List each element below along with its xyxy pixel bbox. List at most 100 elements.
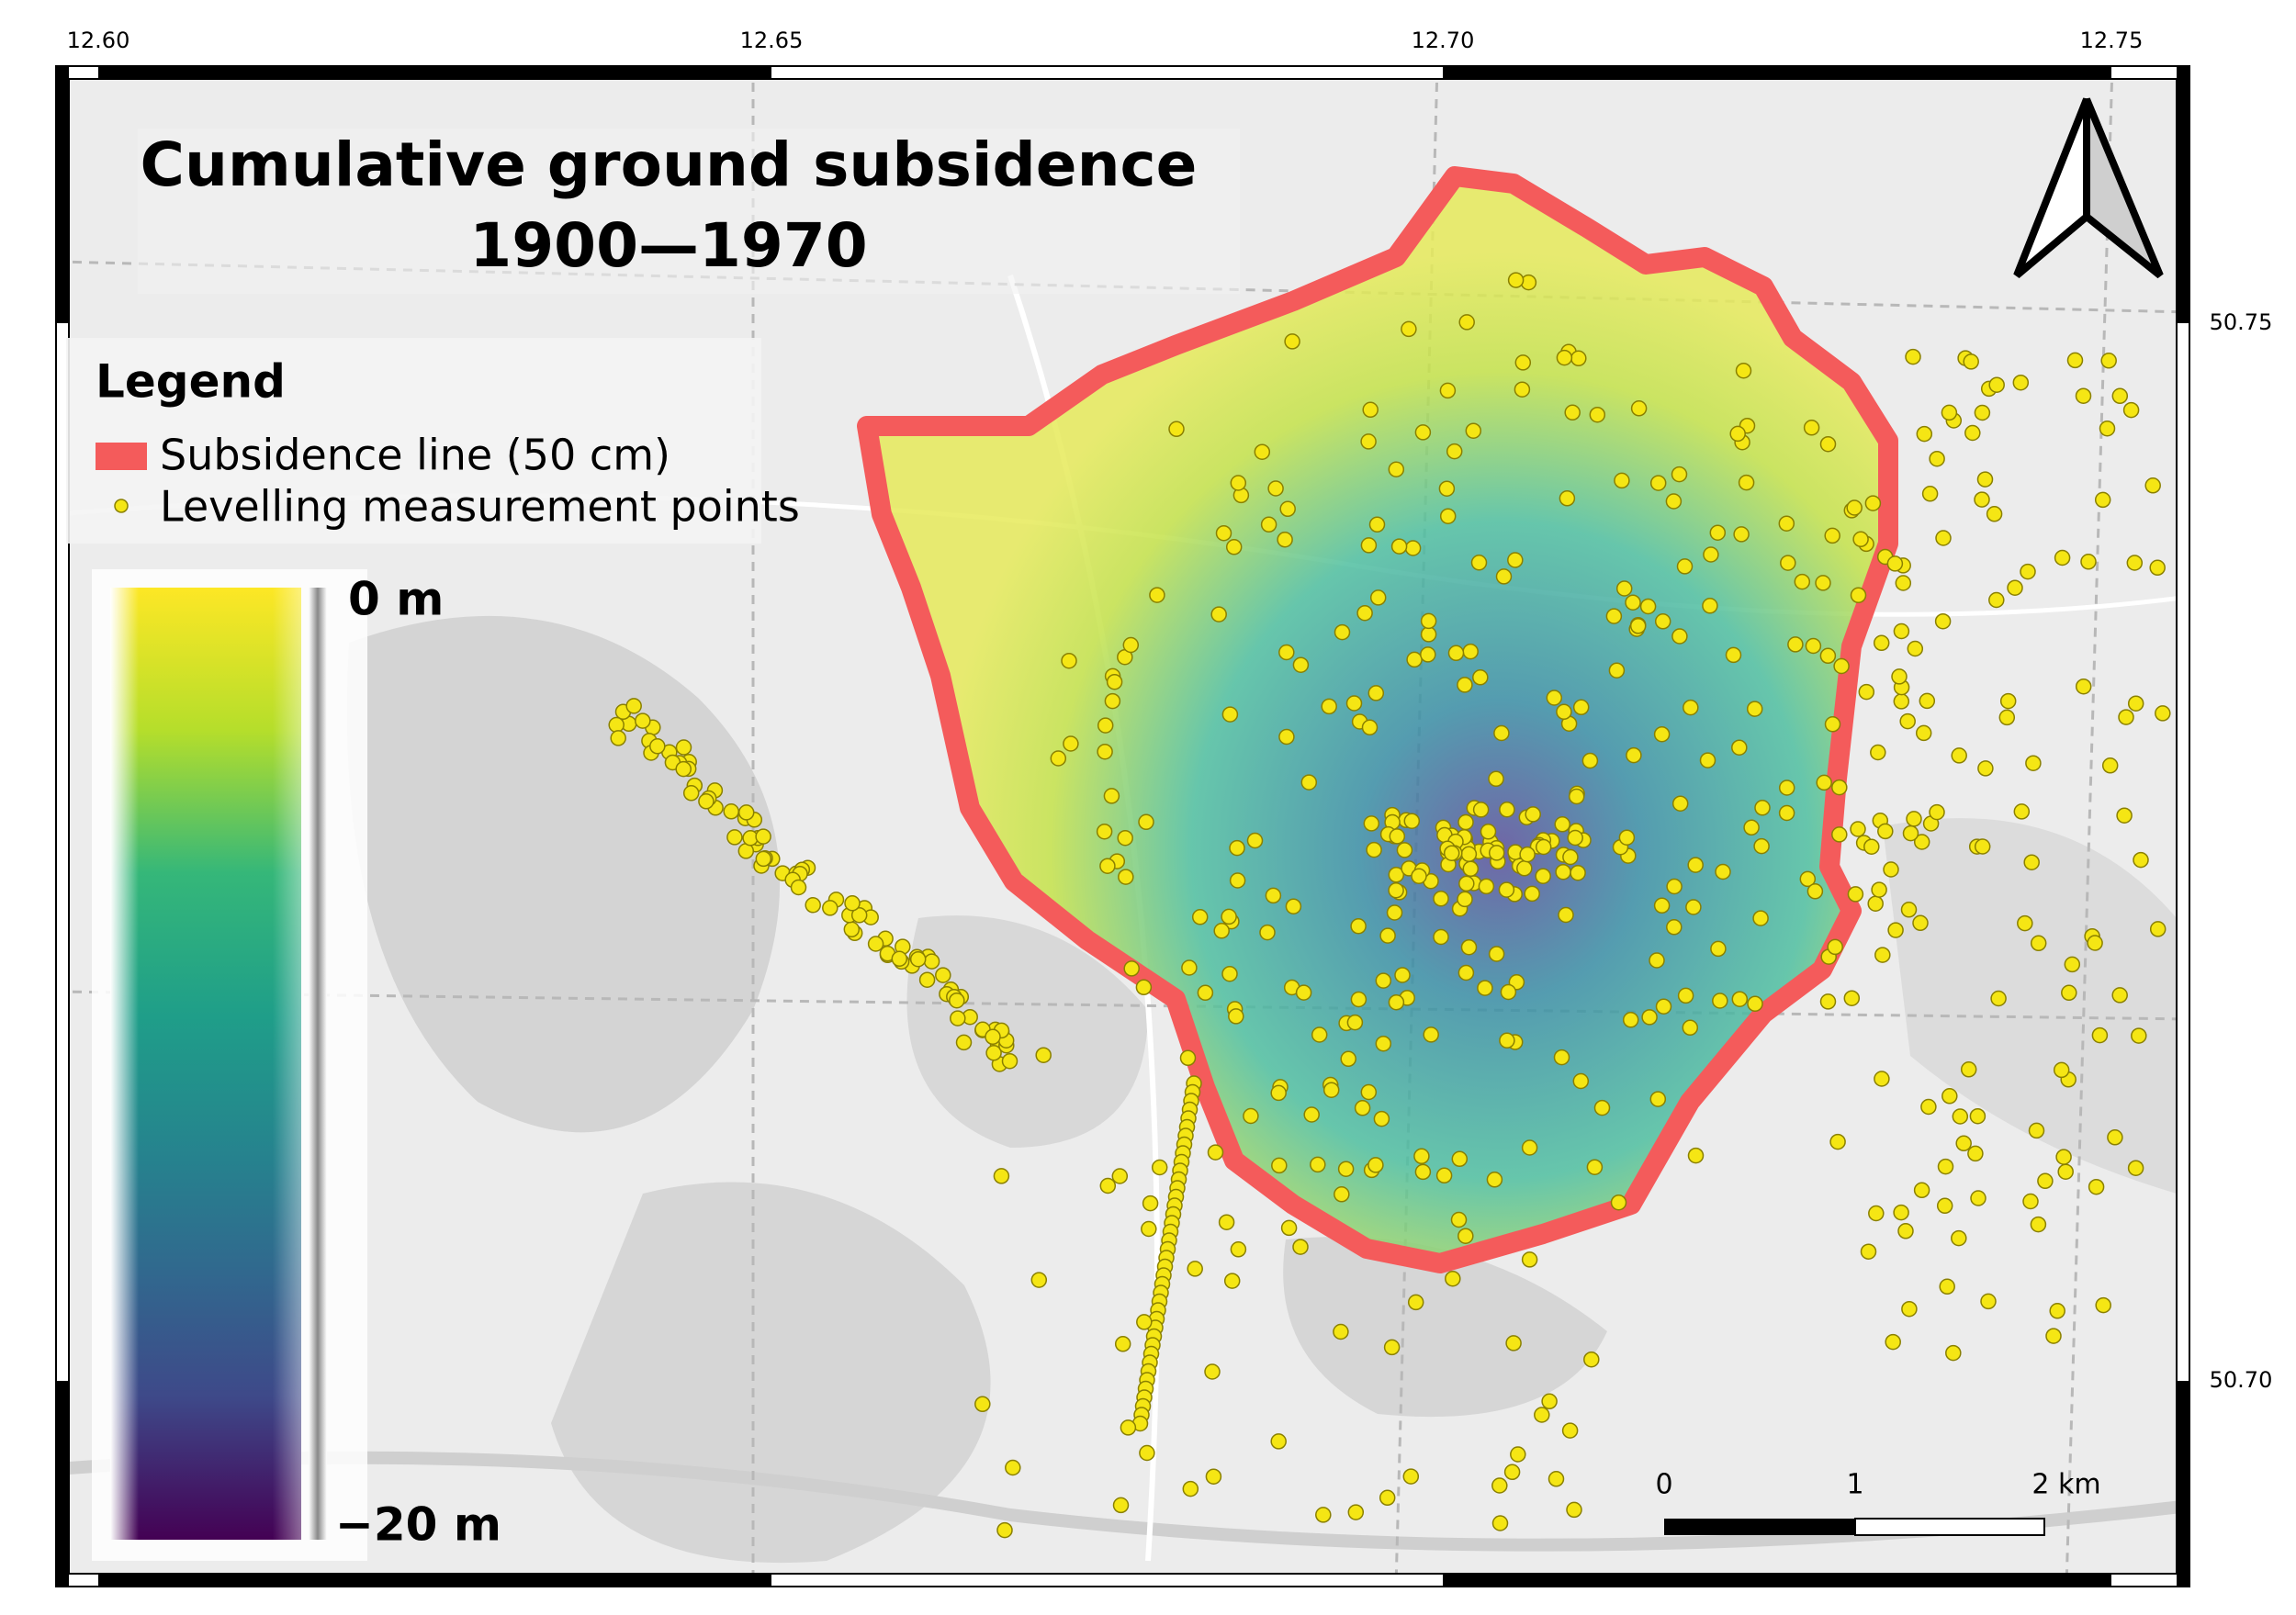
measurement-point [1179,1049,1197,1067]
measurement-point [1369,589,1387,606]
measurement-point [985,1028,1001,1046]
measurement-point [1746,701,1763,717]
measurement-point [1221,965,1238,982]
measurement-point [1460,846,1478,863]
measurement-point [1974,491,1990,508]
measurement-point [1311,1026,1328,1043]
measurement-point [1367,685,1385,701]
measurement-point [1118,869,1134,885]
measurement-point [2118,709,2134,725]
measurement-point [1525,806,1541,823]
measurement-point [1564,404,1581,421]
measurement-point [1702,598,1718,614]
measurement-point [1974,404,1991,421]
measurement-point [2101,757,2119,774]
measurement-point [723,803,739,820]
measurement-point [1390,538,1408,555]
measurement-point [1824,716,1841,733]
measurement-point [1677,987,1694,1004]
measurement-point [2155,705,2171,722]
measurement-point [1477,980,1493,996]
measurement-point [1277,531,1293,548]
measurement-point [1548,1471,1565,1487]
measurement-point [1315,1507,1332,1523]
measurement-point [1852,531,1869,548]
measurement-point [1885,1333,1901,1351]
measurement-point [1937,1158,1954,1175]
measurement-point [2116,807,2133,824]
measurement-point [608,716,625,734]
measurement-point [1735,362,1752,379]
measurement-point [1710,940,1727,958]
frame-segment [98,1574,771,1587]
measurement-point [2087,935,2103,951]
map-frame [55,65,2190,1587]
measurement-point [1337,1161,1355,1177]
measurement-point [1581,752,1599,769]
measurement-point [1847,886,1864,903]
measurement-point [1360,537,1378,554]
measurement-point [1534,1407,1550,1423]
measurement-point [1653,897,1671,914]
measurement-point [1902,824,1919,842]
measurement-point [1803,420,1820,436]
measurement-point [1001,1052,1019,1070]
measurement-point [1420,612,1437,630]
measurement-point [1731,991,1749,1007]
measurement-point [1951,1229,1967,1247]
measurement-point [2126,555,2144,571]
measurement-point [1445,1270,1461,1287]
measurement-point [2061,984,2077,1002]
measurement-point [1671,465,1688,483]
measurement-point [1970,1190,1986,1206]
measurement-point [1886,555,1904,572]
measurement-point [1514,381,1531,398]
measurement-point [2133,851,2149,869]
measurement-point [1893,693,1910,710]
measurement-point [1413,1148,1430,1165]
measurement-point [1895,575,1912,591]
measurement-point [1974,838,1991,855]
measurement-point [1321,698,1337,715]
measurement-point [1915,724,1932,742]
measurement-point [1457,891,1473,908]
measurement-point [1671,795,1689,812]
measurement-point [1403,813,1421,829]
measurement-point [1778,515,1795,532]
measurement-point [2017,914,2033,932]
measurement-point [755,850,772,868]
measurement-point [1191,909,1209,925]
measurement-point [1867,895,1884,912]
measurement-point [1439,508,1457,524]
measurement-point [1050,750,1067,767]
measurement-point [1271,1157,1288,1174]
measurement-point [1361,719,1379,736]
measurement-point [1136,1314,1153,1330]
measurement-point [1626,746,1642,764]
measurement-point [1433,928,1449,946]
measurement-point [1805,637,1822,655]
measurement-point [1284,333,1300,350]
measurement-point [1458,964,1475,981]
measurement-point [1207,1144,1224,1161]
measurement-point [974,1396,991,1413]
measurement-point [1629,618,1647,634]
measurement-point [1754,800,1771,816]
measurement-point [2054,549,2071,566]
measurement-point [1205,1468,1222,1485]
measurement-point [1570,350,1587,367]
measurement-point [1816,774,1832,791]
measurement-point [1618,829,1636,846]
measurement-point [1388,461,1405,477]
measurement-point [1278,728,1295,746]
colorbar-label: −20 m [335,1498,501,1552]
measurement-point [1899,712,1916,730]
measurement-point [2053,1061,2070,1079]
measurement-point [1715,863,1731,880]
measurement-point [1366,841,1382,858]
measurement-point [1831,826,1848,843]
frame-segment [56,66,69,323]
measurement-point [1368,516,1386,533]
measurement-point [1470,555,1488,571]
lat-label: 50.75 [2210,309,2273,335]
